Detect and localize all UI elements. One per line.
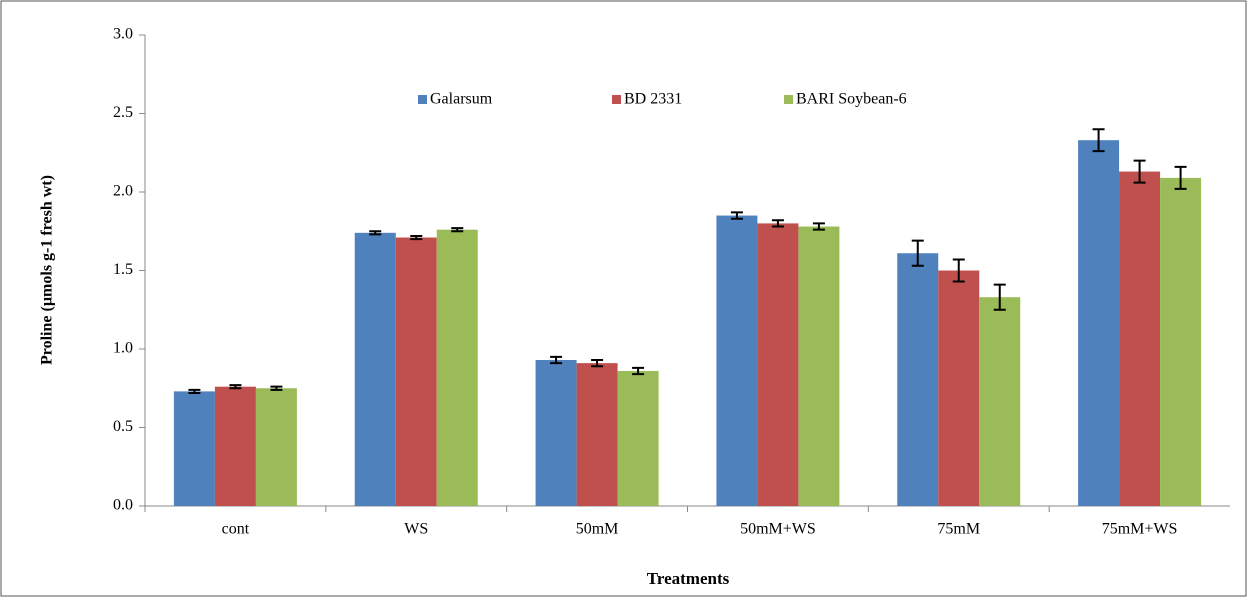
- error-bar: [270, 385, 283, 391]
- legend-swatch: [784, 95, 793, 104]
- x-tick-label: 50mM: [576, 521, 619, 538]
- bar: [214, 386, 256, 506]
- error-bar: [812, 222, 825, 231]
- error-bar: [952, 258, 965, 283]
- bar: [979, 297, 1021, 506]
- x-tick-label: 75mM+WS: [1102, 521, 1178, 538]
- bar: [436, 229, 478, 506]
- legend-swatch: [612, 95, 621, 104]
- error-bar: [993, 283, 1006, 311]
- bar: [1119, 171, 1161, 506]
- bar: [897, 253, 939, 506]
- error-bar: [188, 388, 201, 394]
- bar: [757, 223, 799, 506]
- bar: [716, 215, 758, 507]
- x-tick-label: 50mM+WS: [740, 521, 816, 538]
- bar: [173, 391, 215, 506]
- error-bar: [632, 366, 645, 376]
- y-tick-label: 2.5: [113, 104, 133, 121]
- x-axis-title: Treatments: [647, 569, 730, 588]
- legend-label: BARI Soybean-6: [796, 91, 907, 108]
- bar: [535, 359, 577, 506]
- y-tick-label: 0.0: [113, 497, 133, 514]
- error-bar: [1174, 165, 1187, 190]
- legend-label: BD 2331: [624, 91, 682, 108]
- error-bar: [1133, 159, 1146, 184]
- error-bar: [550, 355, 563, 365]
- bar: [1160, 177, 1202, 506]
- y-tick-label: 3.0: [113, 26, 133, 43]
- x-tick-label: 75mM: [937, 521, 980, 538]
- error-bar: [410, 234, 423, 241]
- y-tick-label: 1.5: [113, 261, 133, 278]
- bar: [354, 232, 396, 506]
- error-bar: [771, 219, 784, 228]
- bar: [798, 226, 840, 507]
- error-bar: [369, 230, 382, 236]
- bar: [255, 388, 297, 506]
- x-tick-label: WS: [404, 521, 428, 538]
- y-tick-label: 2.0: [113, 183, 133, 200]
- bar: [1078, 140, 1120, 506]
- y-tick-label: 1.0: [113, 340, 133, 357]
- error-bar: [229, 384, 242, 390]
- bar: [938, 270, 980, 506]
- error-bar: [730, 211, 743, 220]
- y-tick-label: 0.5: [113, 418, 133, 435]
- legend-label: Galarsum: [430, 91, 493, 108]
- error-bar: [591, 358, 604, 368]
- y-axis-title: Proline (µmols g-1 fresh wt): [39, 175, 56, 365]
- x-tick-label: cont: [222, 521, 250, 538]
- bar: [395, 237, 437, 506]
- bar: [576, 363, 618, 506]
- bar: [617, 370, 659, 506]
- error-bar: [1092, 128, 1105, 153]
- legend-swatch: [418, 95, 427, 104]
- error-bar: [451, 227, 464, 233]
- error-bar: [911, 239, 924, 267]
